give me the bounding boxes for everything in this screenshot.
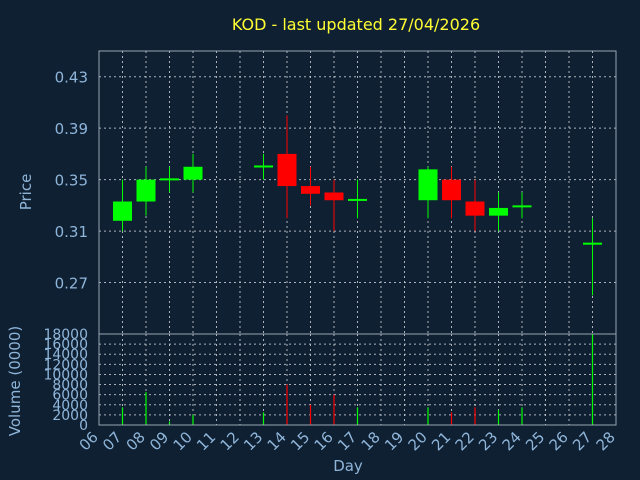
candle-08 (136, 166, 156, 216)
candle-body (348, 198, 367, 201)
candle-body (113, 201, 132, 221)
volume-gridlines (99, 334, 616, 425)
x-tick-labels: 0607080910111213141516171819202122232425… (76, 428, 619, 454)
candle-07 (113, 179, 132, 232)
volume-y-tick: 16000 (43, 337, 88, 353)
candle-body (324, 192, 344, 201)
candle-body (418, 169, 438, 201)
candle-13 (254, 153, 273, 180)
chart-title: KOD - last updated 27/04/2026 (232, 15, 480, 34)
candle-21 (442, 166, 461, 219)
candle-17 (348, 179, 367, 219)
price-y-tick: 0.31 (55, 223, 88, 241)
price-y-tick: 0.39 (55, 120, 88, 138)
candles (113, 115, 602, 296)
candle-body (136, 179, 156, 202)
candle-23 (489, 192, 508, 232)
candle-15 (301, 166, 320, 206)
volume-y-tick: 4000 (52, 398, 88, 414)
volume-y-tick: 18000 (43, 327, 88, 343)
price-axis-label: Price (17, 174, 35, 211)
price-y-tick-labels: 0.43 0.39 0.35 0.31 0.27 (55, 69, 88, 293)
candle-14 (277, 115, 297, 219)
price-y-tick: 0.35 (55, 172, 88, 190)
volume-y-tick: 2000 (52, 408, 88, 424)
volume-y-tick: 10000 (43, 367, 88, 383)
candle-body (465, 201, 485, 216)
candle-body (583, 242, 602, 245)
candle-22 (465, 179, 485, 232)
candle-body (512, 205, 532, 208)
candle-body (183, 166, 203, 180)
price-y-tick: 0.43 (55, 69, 88, 87)
candle-16 (324, 179, 344, 232)
candle-body (301, 186, 320, 194)
volume-panel: 1800016000140001200010000800060004000200… (6, 326, 617, 436)
volume-y-tick: 12000 (43, 357, 88, 373)
volume-bars (121, 334, 594, 425)
volume-y-tick: 6000 (52, 388, 88, 404)
candle-09 (160, 166, 179, 193)
candle-body (277, 153, 297, 187)
volume-y-tick: 14000 (43, 347, 88, 363)
candle-body (442, 179, 461, 201)
candle-20 (418, 166, 438, 219)
candle-body (160, 178, 179, 181)
x-axis-label: Day (333, 457, 363, 475)
price-y-tick: 0.27 (55, 275, 88, 293)
volume-plot-frame (98, 333, 617, 426)
price-panel: 0.43 0.39 0.35 0.31 0.27 Price (17, 50, 617, 335)
candle-body (489, 207, 508, 216)
candle-10 (183, 153, 203, 193)
volume-axis-label: Volume (0000) (6, 326, 24, 436)
candle-27 (583, 218, 602, 296)
volume-y-tick: 8000 (52, 378, 88, 394)
candle-body (254, 165, 273, 168)
volume-y-tick: 0 (79, 418, 88, 434)
volume-y-tick-labels: 1800016000140001200010000800060004000200… (43, 327, 88, 434)
candle-24 (512, 192, 532, 219)
